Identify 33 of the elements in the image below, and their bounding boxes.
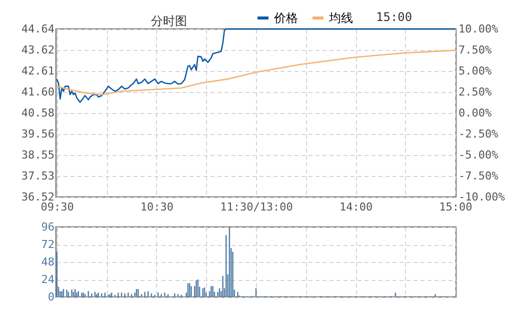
y2-tick-label: -10.00% — [458, 190, 505, 204]
x-tick-label: 10:30 — [140, 200, 174, 214]
y2-tick-label: -7.50% — [458, 170, 499, 182]
y2-tick-label: -5.00% — [458, 148, 499, 162]
y-tick-label: 96 — [41, 220, 54, 234]
y-tick-label: 39.56 — [21, 128, 54, 141]
y2-tick-label: 10.00% — [458, 22, 499, 36]
y-tick-label: 44.64 — [21, 22, 55, 36]
x-tick-label: 15:00 — [439, 200, 472, 214]
legend-label: 均线 — [328, 11, 353, 25]
x-tick-label: 09:30 — [40, 200, 74, 214]
y-tick-label: 41.60 — [21, 85, 54, 98]
y-tick-label: 43.62 — [21, 44, 54, 57]
text: 15:00 — [376, 10, 412, 24]
chart-title: 分时图 — [151, 14, 187, 28]
line-series — [56, 50, 456, 96]
y-tick-label: 40.58 — [21, 106, 54, 120]
legend-label: 价格 — [273, 11, 298, 25]
y-tick-label: 36.52 — [21, 190, 54, 204]
y-tick-label: 24 — [41, 273, 55, 286]
y-tick-label: 37.53 — [21, 170, 54, 183]
y2-tick-label: 7.50% — [458, 44, 492, 56]
y-tick-label: 0 — [48, 290, 54, 304]
y-tick-label: 42.61 — [21, 64, 54, 78]
y2-tick-label: -2.50% — [458, 128, 499, 140]
y2-tick-label: 0.00% — [458, 106, 492, 120]
y-tick-label: 48 — [41, 256, 54, 268]
x-tick-label: 14:00 — [340, 200, 373, 214]
x-tick-label: 11:30/13:00 — [220, 200, 293, 214]
y2-tick-label: 5.00% — [458, 64, 492, 78]
y-tick-label: 38.55 — [21, 148, 54, 162]
y2-tick-label: 2.50% — [458, 86, 492, 98]
y-tick-label: 72 — [41, 238, 54, 251]
